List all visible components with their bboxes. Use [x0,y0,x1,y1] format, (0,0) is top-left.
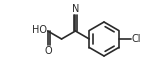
Text: HO: HO [32,25,47,35]
Text: Cl: Cl [132,34,141,44]
Text: N: N [72,4,79,14]
Text: O: O [45,46,53,56]
